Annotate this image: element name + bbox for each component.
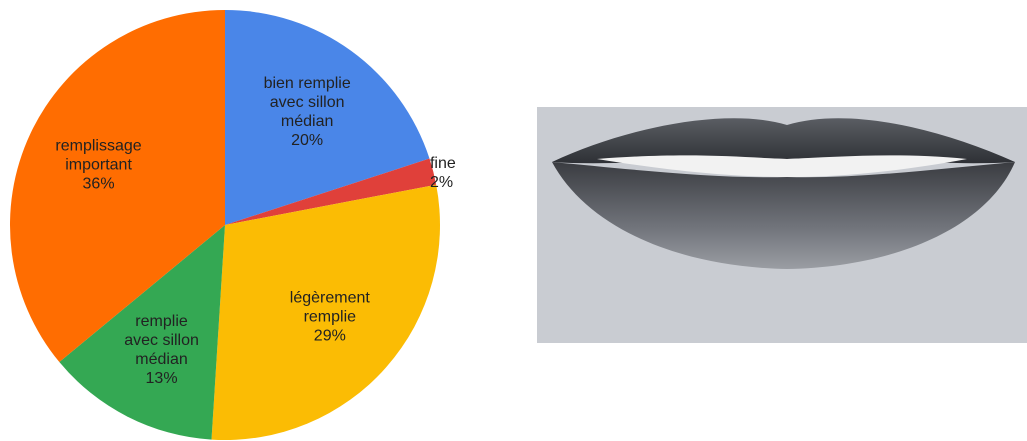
pie-slice: [225, 158, 437, 225]
pie-slice: [211, 184, 441, 441]
pie-slice: [59, 225, 225, 440]
category-label: remplie avec sillon médian: [124, 312, 199, 368]
category-label: remplissage important: [55, 137, 142, 174]
category-label: légèrement remplie: [289, 289, 370, 326]
value-label: 29%: [313, 327, 346, 345]
value-label: 36%: [82, 175, 115, 193]
value-label: 2%: [429, 174, 454, 192]
value-label: 20%: [291, 131, 324, 149]
category-label: bien remplie avec sillon médian: [263, 74, 351, 130]
lips-photo: [537, 107, 1027, 343]
slice-label: fine 2%: [430, 154, 456, 192]
slice-label: remplissage important 36%: [55, 137, 141, 194]
slice-label: légèrement remplie 29%: [290, 289, 370, 346]
value-label: 13%: [145, 369, 178, 387]
pie-chart: [10, 10, 441, 441]
slice-label: remplie avec sillon médian 13%: [124, 312, 199, 388]
category-label: fine: [429, 155, 456, 173]
slice-label: bien remplie avec sillon médian 20%: [264, 74, 351, 150]
pie-slice: [10, 10, 225, 363]
pie-slice: [225, 10, 430, 225]
